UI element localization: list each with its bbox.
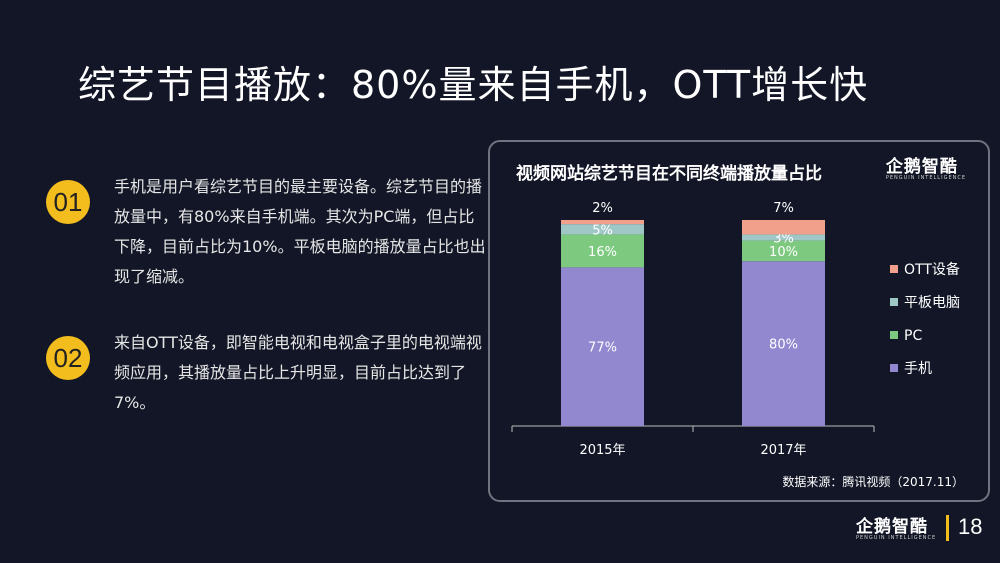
- bar-segment-ott: [561, 220, 644, 225]
- point-text: 手机是用户看综艺节目的最主要设备。综艺节目的播放量中，有80%来自手机端。其次为…: [114, 177, 486, 286]
- point-text: 来自OTT设备，即智能电视和电视盒子里的电视端视频应用，其播放量占比上升明显，目…: [114, 333, 482, 412]
- data-source: 数据来源：腾讯视频（2017.11）: [782, 475, 964, 489]
- data-label: 5%: [592, 223, 613, 238]
- page-separator: [946, 515, 949, 541]
- bar-segment-tablet: [561, 224, 644, 235]
- data-label: 10%: [769, 245, 798, 260]
- legend-swatch: [890, 364, 898, 372]
- bar-segment-pc: [742, 240, 825, 262]
- legend-swatch: [890, 331, 898, 339]
- chart-title: 视频网站综艺节目在不同终端播放量占比: [516, 164, 822, 184]
- point-number-badge: 02: [46, 336, 90, 380]
- legend-swatch: [890, 298, 898, 306]
- legend-label: OTT设备: [904, 261, 960, 278]
- brand-name: 企鹅智酷: [885, 157, 958, 177]
- data-label: 16%: [588, 245, 617, 260]
- legend-label: 手机: [904, 361, 932, 377]
- slide-title: 综艺节目播放：80%量来自手机，OTT增长快: [78, 63, 869, 107]
- legend-label: 平板电脑: [904, 295, 960, 311]
- data-label: 2%: [592, 201, 613, 216]
- brand-tagline: PENGUIN INTELLIGENCE: [885, 175, 966, 181]
- bar-segment-pc: [561, 234, 644, 268]
- page-number: 18: [958, 514, 983, 539]
- legend-label: PC: [904, 328, 922, 344]
- legend-swatch: [890, 265, 898, 273]
- bar-segment-ott: [742, 220, 825, 235]
- x-tick-label: 2015年: [579, 443, 625, 458]
- data-label: 7%: [773, 201, 794, 216]
- point-number-badge: 01: [46, 180, 90, 224]
- data-label: 80%: [769, 338, 798, 353]
- data-label: 77%: [588, 341, 617, 356]
- bar-segment-phone: [561, 267, 644, 426]
- bar-segment-phone: [742, 261, 825, 426]
- brand-name: 企鹅智酷: [856, 517, 928, 537]
- bar-segment-tablet: [742, 234, 825, 241]
- footer-brand-logo: 企鹅智酷 PENGUIN INTELLIGENCE: [856, 512, 936, 541]
- chart-brand-logo: 企鹅智酷 PENGUIN INTELLIGENCE: [886, 152, 966, 181]
- chart-panel: 视频网站综艺节目在不同终端播放量占比 企鹅智酷 PENGUIN INTELLIG…: [488, 140, 990, 502]
- data-label: 3%: [773, 232, 794, 247]
- brand-tagline: PENGUIN INTELLIGENCE: [856, 535, 937, 541]
- x-tick-label: 2017年: [760, 443, 806, 458]
